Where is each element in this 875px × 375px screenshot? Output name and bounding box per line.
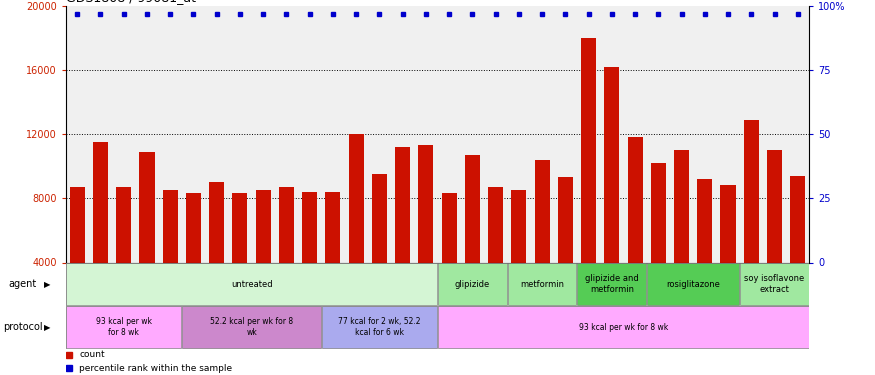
- Text: metformin: metformin: [520, 280, 564, 289]
- Bar: [740, 263, 808, 305]
- Text: 52.2 kcal per wk for 8
wk: 52.2 kcal per wk for 8 wk: [210, 318, 293, 337]
- Bar: [66, 306, 181, 348]
- Bar: [697, 179, 712, 327]
- Text: GDS1808 / 99081_at: GDS1808 / 99081_at: [66, 0, 196, 4]
- Bar: [66, 263, 437, 305]
- Bar: [70, 187, 85, 327]
- Bar: [488, 187, 503, 327]
- Text: 93 kcal per wk for 8 wk: 93 kcal per wk for 8 wk: [579, 322, 668, 332]
- Text: glipizide: glipizide: [455, 280, 490, 289]
- Bar: [233, 194, 248, 327]
- Text: soy isoflavone
extract: soy isoflavone extract: [745, 274, 805, 294]
- Bar: [511, 190, 527, 327]
- Text: 77 kcal for 2 wk, 52.2
kcal for 6 wk: 77 kcal for 2 wk, 52.2 kcal for 6 wk: [338, 318, 421, 337]
- Bar: [209, 182, 224, 327]
- Bar: [465, 155, 480, 327]
- Bar: [442, 194, 457, 327]
- Text: count: count: [79, 350, 105, 359]
- Bar: [139, 152, 155, 327]
- Bar: [348, 134, 364, 327]
- Bar: [535, 160, 550, 327]
- Bar: [790, 176, 805, 327]
- Bar: [396, 147, 410, 327]
- Text: glipizide and
metformin: glipizide and metformin: [585, 274, 639, 294]
- Bar: [163, 190, 178, 327]
- Bar: [744, 120, 759, 327]
- Text: 93 kcal per wk
for 8 wk: 93 kcal per wk for 8 wk: [95, 318, 151, 337]
- Bar: [326, 192, 340, 327]
- Bar: [767, 150, 782, 327]
- Text: rosiglitazone: rosiglitazone: [666, 280, 720, 289]
- Bar: [302, 192, 318, 327]
- Bar: [116, 187, 131, 327]
- Bar: [674, 150, 690, 327]
- Bar: [627, 137, 642, 327]
- Bar: [279, 187, 294, 327]
- Bar: [322, 306, 437, 348]
- Bar: [720, 186, 736, 327]
- Bar: [93, 142, 108, 327]
- Text: ▶: ▶: [44, 322, 50, 332]
- Text: agent: agent: [9, 279, 37, 289]
- Bar: [651, 163, 666, 327]
- Text: protocol: protocol: [3, 322, 42, 332]
- Bar: [372, 174, 387, 327]
- Bar: [648, 263, 739, 305]
- Bar: [581, 38, 596, 327]
- Bar: [578, 263, 647, 305]
- Text: ▶: ▶: [44, 280, 50, 289]
- Bar: [182, 306, 321, 348]
- Bar: [438, 263, 507, 305]
- Text: untreated: untreated: [231, 280, 272, 289]
- Text: percentile rank within the sample: percentile rank within the sample: [79, 364, 232, 373]
- Bar: [438, 306, 808, 348]
- Bar: [557, 177, 573, 327]
- Bar: [186, 194, 201, 327]
- Bar: [255, 190, 270, 327]
- Bar: [507, 263, 577, 305]
- Bar: [605, 67, 620, 327]
- Bar: [418, 145, 433, 327]
